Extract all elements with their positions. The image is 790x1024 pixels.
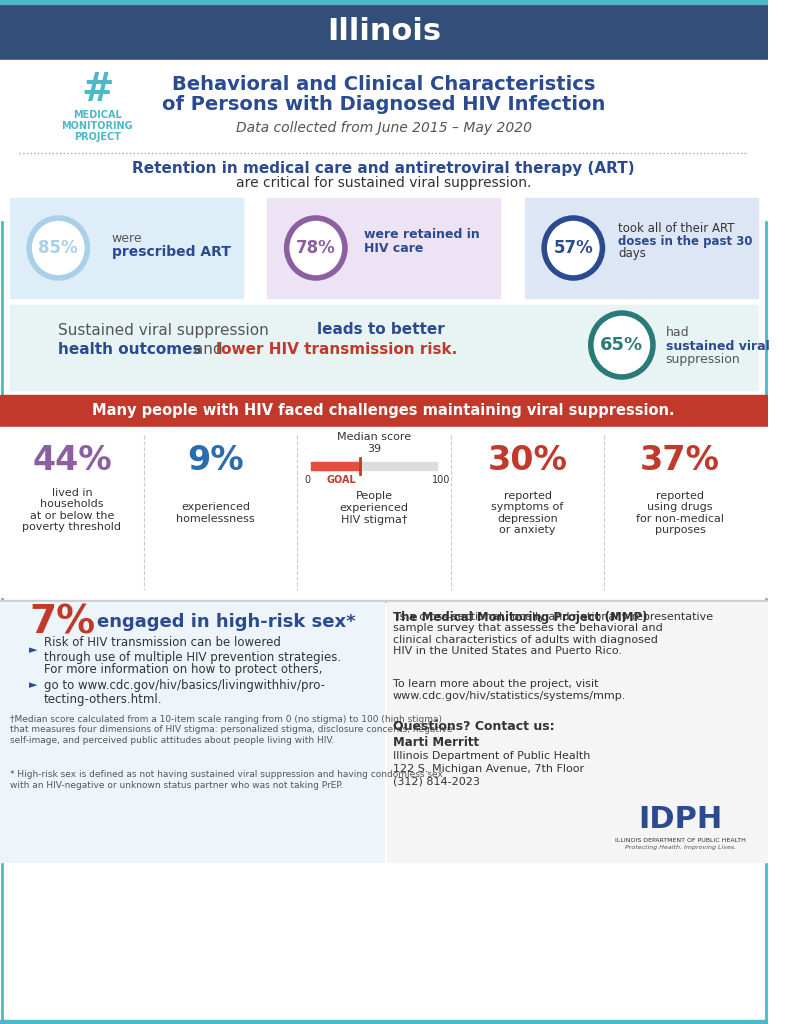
- FancyBboxPatch shape: [9, 305, 758, 390]
- Text: †Median score calculated from a 10-item scale ranging from 0 (no stigma) to 100 : †Median score calculated from a 10-item …: [9, 715, 453, 744]
- FancyBboxPatch shape: [0, 600, 768, 602]
- Text: 30%: 30%: [487, 443, 567, 476]
- Text: experienced
homelessness: experienced homelessness: [176, 502, 255, 524]
- FancyBboxPatch shape: [0, 1020, 768, 1024]
- Text: health outcomes: health outcomes: [58, 342, 201, 357]
- Text: 122 S. Michigan Avenue, 7th Floor: 122 S. Michigan Avenue, 7th Floor: [393, 764, 584, 774]
- Text: reported
symptoms of
depression
or anxiety: reported symptoms of depression or anxie…: [491, 490, 564, 536]
- Text: 57%: 57%: [554, 239, 593, 257]
- Text: took all of their ART: took all of their ART: [618, 221, 735, 234]
- Text: Questions? Contact us:: Questions? Contact us:: [393, 720, 554, 732]
- Text: ►: ►: [29, 645, 38, 655]
- Text: Protecting Health. Improving Lives.: Protecting Health. Improving Lives.: [625, 846, 735, 851]
- Text: lived in
households
at or below the
poverty threshold: lived in households at or below the pove…: [22, 487, 122, 532]
- Text: (312) 814-2023: (312) 814-2023: [393, 777, 480, 787]
- Text: 65%: 65%: [600, 336, 643, 354]
- FancyBboxPatch shape: [0, 60, 768, 220]
- Text: * High-risk sex is defined as not having sustained viral suppression and having : * High-risk sex is defined as not having…: [9, 770, 442, 790]
- Text: were: were: [111, 231, 142, 245]
- Text: had: had: [666, 327, 689, 340]
- Text: GOAL: GOAL: [326, 475, 356, 485]
- FancyBboxPatch shape: [525, 198, 758, 298]
- FancyBboxPatch shape: [0, 4, 768, 60]
- Text: 37%: 37%: [640, 443, 720, 476]
- FancyBboxPatch shape: [311, 462, 437, 470]
- FancyBboxPatch shape: [0, 395, 768, 427]
- Text: prescribed ART: prescribed ART: [111, 245, 231, 259]
- Text: sustained viral: sustained viral: [666, 340, 769, 352]
- Circle shape: [287, 218, 345, 278]
- Text: Illinois Department of Public Health: Illinois Department of Public Health: [393, 751, 590, 761]
- Text: 0: 0: [304, 475, 310, 485]
- FancyBboxPatch shape: [0, 602, 384, 862]
- Text: Many people with HIV faced challenges maintaining viral suppression.: Many people with HIV faced challenges ma…: [92, 403, 675, 419]
- Text: 9%: 9%: [187, 443, 244, 476]
- Text: reported
using drugs
for non-medical
purposes: reported using drugs for non-medical pur…: [636, 490, 724, 536]
- Text: Behavioral and Clinical Characteristics: Behavioral and Clinical Characteristics: [172, 76, 596, 94]
- Text: 78%: 78%: [296, 239, 336, 257]
- Text: People
experienced
HIV stigma†: People experienced HIV stigma†: [340, 492, 408, 524]
- Text: suppression: suppression: [666, 352, 740, 366]
- Text: HIV care: HIV care: [364, 242, 423, 255]
- Text: #: #: [81, 71, 114, 109]
- FancyBboxPatch shape: [311, 462, 360, 470]
- Text: days: days: [618, 248, 646, 260]
- Text: Retention in medical care and antiretroviral therapy (ART): Retention in medical care and antiretrov…: [133, 161, 635, 175]
- Text: Sustained viral suppression: Sustained viral suppression: [58, 323, 274, 338]
- Text: of Persons with Diagnosed HIV Infection: of Persons with Diagnosed HIV Infection: [162, 95, 605, 115]
- Text: Marti Merritt: Marti Merritt: [393, 735, 479, 749]
- Text: Data collected from June 2015 – May 2020: Data collected from June 2015 – May 2020: [235, 121, 532, 135]
- Circle shape: [591, 313, 653, 377]
- Text: 44%: 44%: [32, 443, 111, 476]
- Text: ►: ►: [29, 680, 38, 690]
- Circle shape: [544, 218, 603, 278]
- Text: IDPH: IDPH: [638, 806, 722, 835]
- Text: were retained in: were retained in: [364, 227, 480, 241]
- Text: engaged in high-risk sex*: engaged in high-risk sex*: [97, 613, 356, 631]
- Text: ILLINOIS DEPARTMENT OF PUBLIC HEALTH: ILLINOIS DEPARTMENT OF PUBLIC HEALTH: [615, 838, 746, 843]
- Text: leads to better: leads to better: [317, 323, 445, 338]
- Text: doses in the past 30: doses in the past 30: [618, 234, 753, 248]
- FancyBboxPatch shape: [0, 427, 768, 597]
- FancyBboxPatch shape: [0, 0, 768, 4]
- Text: 100: 100: [432, 475, 450, 485]
- FancyBboxPatch shape: [267, 198, 500, 298]
- Text: is a cross-sectional, locally and nationally representative
sample survey that a: is a cross-sectional, locally and nation…: [393, 611, 713, 656]
- Text: 7%: 7%: [29, 603, 96, 641]
- Text: Illinois: Illinois: [327, 17, 441, 46]
- FancyBboxPatch shape: [9, 198, 243, 298]
- Text: MEDICAL: MEDICAL: [73, 110, 122, 120]
- Text: Median score
39: Median score 39: [337, 432, 411, 454]
- Text: and: and: [189, 342, 227, 357]
- Text: To learn more about the project, visit
www.cdc.gov/hiv/statistics/systems/mmp.: To learn more about the project, visit w…: [393, 679, 626, 700]
- Text: Risk of HIV transmission can be lowered
through use of multiple HIV prevention s: Risk of HIV transmission can be lowered …: [43, 636, 340, 664]
- Text: PROJECT: PROJECT: [73, 132, 121, 142]
- FancyBboxPatch shape: [387, 602, 768, 862]
- Text: MONITORING: MONITORING: [62, 121, 133, 131]
- Text: For more information on how to protect others,
go to www.cdc.gov/hiv/basics/livi: For more information on how to protect o…: [43, 664, 325, 707]
- Text: The Medical Monitoring Project (MMP): The Medical Monitoring Project (MMP): [393, 611, 647, 625]
- Text: lower HIV transmission risk.: lower HIV transmission risk.: [216, 342, 457, 357]
- Text: are critical for sustained viral suppression.: are critical for sustained viral suppres…: [236, 176, 532, 190]
- Text: 85%: 85%: [39, 239, 78, 257]
- Circle shape: [29, 218, 88, 278]
